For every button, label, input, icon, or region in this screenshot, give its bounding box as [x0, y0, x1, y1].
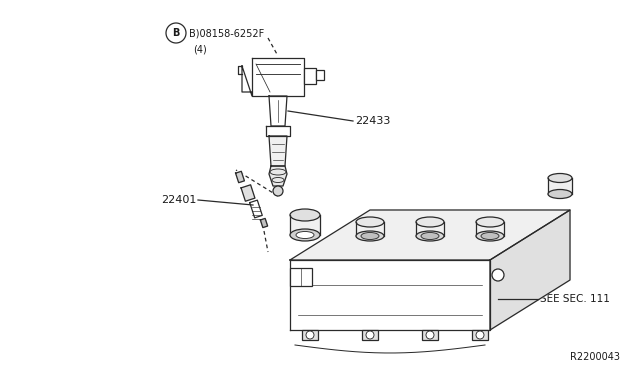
Ellipse shape — [356, 217, 384, 227]
Text: 22433: 22433 — [355, 116, 390, 126]
Ellipse shape — [273, 186, 283, 196]
Bar — [290, 268, 312, 286]
Bar — [476, 222, 504, 236]
Ellipse shape — [366, 331, 374, 339]
Text: SEE SEC. 111: SEE SEC. 111 — [540, 294, 610, 304]
Ellipse shape — [426, 331, 434, 339]
Bar — [472, 330, 488, 340]
Bar — [416, 222, 444, 236]
Bar — [362, 330, 378, 340]
Text: (4): (4) — [193, 44, 207, 54]
Polygon shape — [269, 166, 287, 186]
Bar — [304, 68, 316, 84]
Ellipse shape — [421, 232, 439, 240]
Circle shape — [166, 23, 186, 43]
Ellipse shape — [416, 231, 444, 241]
Polygon shape — [548, 178, 572, 194]
Ellipse shape — [290, 209, 320, 221]
Polygon shape — [260, 218, 268, 228]
Ellipse shape — [356, 231, 384, 241]
Polygon shape — [242, 66, 252, 96]
Polygon shape — [269, 136, 287, 166]
Ellipse shape — [272, 177, 284, 183]
Polygon shape — [241, 185, 255, 201]
Bar — [316, 70, 324, 80]
Ellipse shape — [548, 173, 572, 183]
Polygon shape — [290, 260, 490, 330]
Ellipse shape — [548, 189, 572, 199]
Polygon shape — [269, 96, 287, 126]
Text: B: B — [172, 28, 180, 38]
Polygon shape — [236, 171, 244, 183]
Ellipse shape — [270, 169, 286, 175]
Text: B)08158-6252F: B)08158-6252F — [189, 28, 264, 38]
Ellipse shape — [296, 231, 314, 238]
Ellipse shape — [476, 331, 484, 339]
Polygon shape — [252, 58, 304, 96]
Polygon shape — [290, 210, 570, 260]
Ellipse shape — [481, 232, 499, 240]
Bar — [302, 330, 318, 340]
Polygon shape — [290, 215, 320, 235]
Ellipse shape — [416, 217, 444, 227]
Ellipse shape — [306, 331, 314, 339]
Ellipse shape — [476, 231, 504, 241]
Polygon shape — [490, 210, 570, 330]
Text: R2200043: R2200043 — [570, 352, 620, 362]
Text: 22401: 22401 — [161, 195, 196, 205]
Ellipse shape — [476, 217, 504, 227]
Bar — [422, 330, 438, 340]
Polygon shape — [266, 126, 290, 136]
Polygon shape — [250, 200, 262, 218]
Bar — [356, 222, 384, 236]
Ellipse shape — [492, 269, 504, 281]
Ellipse shape — [290, 229, 320, 241]
Ellipse shape — [361, 232, 379, 240]
